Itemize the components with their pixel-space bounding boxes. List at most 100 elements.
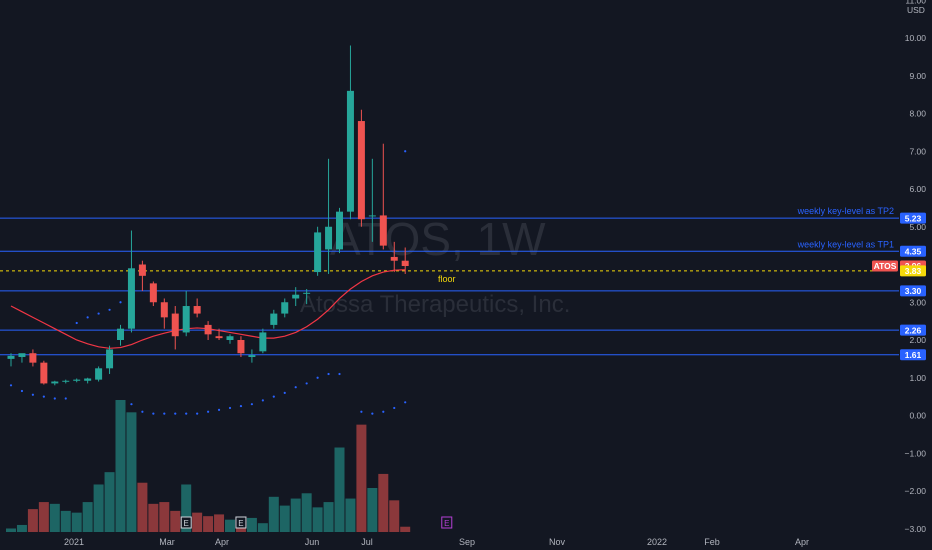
price-axis[interactable]: USD −3.00−2.00−1.000.001.002.003.004.005…	[904, 0, 926, 534]
candle-body	[95, 368, 103, 380]
volume-bar	[257, 523, 268, 532]
time-tick-label: 2022	[647, 537, 667, 547]
volume-bar	[203, 516, 214, 532]
candle	[281, 298, 289, 318]
volume-bar	[93, 484, 104, 532]
candle-body	[160, 302, 168, 318]
candle-body	[51, 381, 59, 384]
volume-bar	[82, 502, 93, 532]
candle-body	[182, 306, 190, 333]
volume-bar	[192, 512, 203, 532]
candle	[171, 306, 179, 350]
psar-dot	[305, 382, 308, 385]
candle-body	[127, 268, 135, 329]
candle	[127, 230, 135, 333]
volume-bar	[268, 496, 279, 532]
psar-dot	[294, 386, 297, 389]
candle	[346, 45, 354, 220]
earnings-marker: E	[180, 516, 192, 529]
candle	[259, 328, 267, 354]
time-tick-label: Apr	[215, 537, 229, 547]
candle-body	[325, 226, 333, 250]
candle	[390, 241, 398, 273]
psar-dot	[163, 412, 166, 415]
candlesticks	[7, 45, 409, 386]
earnings-marker-label: E	[238, 519, 243, 528]
time-tick-label: Feb	[704, 537, 720, 547]
price-tick-label: 10.00	[905, 33, 927, 43]
candle-body	[390, 256, 398, 261]
candle-body	[314, 232, 322, 273]
volume-bar	[246, 517, 257, 532]
candle-body	[237, 340, 245, 354]
candle-body	[215, 336, 223, 339]
level-badge-text: 1.61	[905, 350, 922, 360]
candle	[292, 287, 300, 307]
candle	[336, 207, 343, 254]
psar-dot	[382, 410, 385, 413]
psar-dot	[316, 376, 319, 379]
candle	[401, 247, 409, 274]
volume-bar	[181, 484, 192, 532]
volume-bar	[6, 528, 16, 532]
symbol-watermark: ATOS, 1W Atossa Therapeutics, Inc.	[300, 213, 570, 318]
psar-dot	[64, 397, 67, 400]
time-axis[interactable]: 2021 Mar Apr Jun Jul Sep Nov 2022 Feb Apr	[64, 537, 809, 547]
candle	[73, 378, 81, 383]
candle-body	[171, 313, 179, 337]
candle	[215, 328, 223, 340]
candle-body	[84, 378, 92, 381]
psar-dot	[141, 410, 144, 413]
candle	[204, 321, 212, 340]
psar-dot	[228, 406, 232, 410]
psar-dot	[53, 397, 56, 400]
psar-dot	[31, 393, 34, 396]
price-tick-label: 1.00	[909, 373, 926, 383]
psar-dot	[272, 395, 275, 398]
candle-body	[379, 215, 387, 246]
candle-body	[62, 380, 70, 382]
candle-body	[259, 332, 267, 352]
candle	[51, 380, 59, 386]
floor-annotation: floor	[438, 274, 456, 284]
candle-body	[281, 302, 289, 314]
volume-bar	[334, 447, 345, 532]
volume-bar	[225, 519, 235, 532]
psar-dot	[360, 410, 363, 413]
watermark-company-text: Atossa Therapeutics, Inc.	[300, 291, 570, 318]
candle-body	[40, 362, 48, 384]
floor-badge-text: 3.83	[905, 266, 922, 276]
price-tick-label: 5.00	[909, 222, 926, 232]
price-tick-label: 8.00	[909, 109, 926, 119]
earnings-marker-box	[441, 516, 453, 529]
candle-body	[18, 353, 26, 357]
psar-dot	[152, 412, 155, 415]
volume-bar	[71, 512, 82, 532]
time-tick-label: Nov	[549, 537, 566, 547]
psar-dot	[86, 316, 89, 319]
candle	[117, 324, 124, 346]
earnings-marker-label: E	[444, 519, 449, 528]
volume-bar	[27, 509, 38, 532]
psar-dot	[174, 412, 177, 415]
candle	[62, 379, 70, 384]
candle	[18, 353, 26, 363]
volume-bar	[38, 502, 49, 532]
price-tick-label: 11.00	[905, 0, 926, 5]
watermark-symbol-text: ATOS, 1W	[330, 213, 546, 265]
candle-body	[292, 294, 300, 299]
volume-bar	[115, 400, 126, 532]
candle-body	[73, 379, 81, 381]
psar-dot	[42, 395, 45, 398]
psar-dot	[327, 372, 330, 376]
price-tick-label: −3.00	[904, 524, 926, 534]
candle	[160, 298, 168, 329]
price-tick-label: 9.00	[909, 71, 926, 81]
candle-body	[149, 283, 157, 303]
earnings-marker-box	[180, 516, 192, 529]
candle	[357, 109, 365, 227]
volume-bar	[367, 488, 378, 532]
